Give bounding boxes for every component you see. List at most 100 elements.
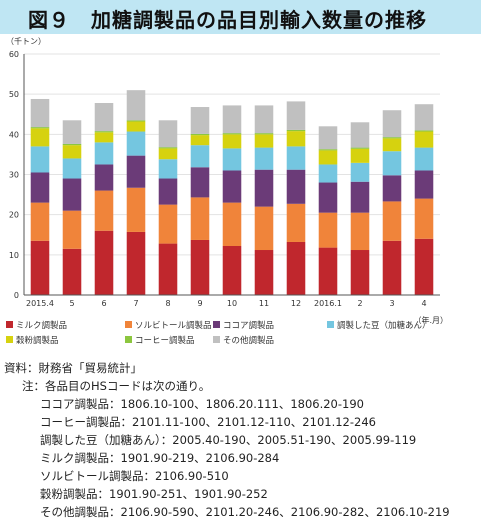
- x-tick-label: 12: [291, 299, 301, 308]
- bar-segment: [30, 127, 50, 129]
- bar-segment: [62, 120, 82, 144]
- legend-swatch: [125, 321, 132, 328]
- x-tick-label: 4: [421, 299, 426, 308]
- bar-segment: [254, 147, 274, 170]
- bar-segment: [30, 146, 50, 173]
- bar-segment: [350, 122, 370, 148]
- stacked-bar-chart: （千トン） 0 10 20 30 40 50 60 2015.4 5 6 7 8 9 10 11 12 2016…: [6, 36, 448, 346]
- bar-segment: [62, 158, 82, 179]
- bar-segment: [222, 170, 242, 203]
- bar-segment: [94, 132, 114, 143]
- bar-segment: [222, 148, 242, 171]
- bar-segment: [286, 101, 306, 130]
- x-tick-label: 8: [165, 299, 170, 308]
- bar-segment: [94, 190, 114, 231]
- bar-segment: [286, 146, 306, 170]
- bar-segment: [62, 248, 82, 295]
- bar-segment: [62, 210, 82, 249]
- note-line: コーヒー調製品：2101.11-100、2101.12-110、2101.12-…: [40, 415, 376, 429]
- bar-segment: [222, 105, 242, 134]
- bar-segment: [350, 162, 370, 182]
- bar-segment: [254, 250, 274, 295]
- bar-segment: [414, 131, 434, 148]
- bar-segment: [158, 243, 178, 295]
- bar-segment: [254, 133, 274, 135]
- y-tick-label: 60: [9, 50, 19, 59]
- x-tick-label: 5: [69, 299, 74, 308]
- bar-segment: [414, 104, 434, 131]
- bar-segment: [382, 175, 402, 202]
- bar-segment: [318, 126, 338, 150]
- bar-segment: [382, 151, 402, 176]
- legend-label: ミルク調製品: [16, 320, 67, 331]
- y-unit-label: （千トン）: [6, 36, 46, 46]
- y-tick-label: 0: [14, 291, 19, 300]
- bar-segment: [286, 241, 306, 295]
- bar-segment: [94, 142, 114, 165]
- bar-segment: [318, 212, 338, 248]
- bar-segment: [126, 155, 146, 188]
- y-tick-label: 40: [9, 130, 19, 139]
- bar-segment: [62, 145, 82, 159]
- bar-segment: [414, 238, 434, 295]
- x-tick-label: 7: [133, 299, 138, 308]
- bar-segment: [222, 134, 242, 149]
- bar-segment: [126, 121, 146, 132]
- bar-segment: [286, 169, 306, 204]
- legend-swatch: [213, 321, 220, 328]
- bar-segment: [30, 240, 50, 295]
- bar-segment: [30, 202, 50, 241]
- bar-segment: [190, 167, 210, 198]
- note-line: その他調製品：2106.90-590、2101.20-246、2106.90-2…: [40, 505, 450, 519]
- bar-segment: [382, 240, 402, 295]
- x-tick-label: 3: [389, 299, 394, 308]
- bar-segment: [94, 131, 114, 133]
- legend-swatch: [6, 321, 13, 328]
- y-tick-label: 30: [9, 171, 19, 180]
- chart-title: 図９ 加糖調製品の品目別輸入数量の推移: [28, 8, 427, 32]
- legend-label: コーヒー調製品: [135, 335, 195, 346]
- legend-label: 穀粉調製品: [16, 335, 59, 346]
- legend-label: 調製した豆（加糖あん）: [337, 320, 431, 331]
- legend-swatch: [125, 336, 132, 343]
- bar-segment: [126, 231, 146, 295]
- bar-segment: [286, 203, 306, 242]
- bar-segment: [318, 149, 338, 151]
- bar-segment: [350, 147, 370, 149]
- bar-segment: [158, 148, 178, 160]
- bar-segment: [254, 206, 274, 251]
- note-line: 調製した豆（加糖あん）：2005.40-190、2005.51-190、2005…: [40, 433, 417, 447]
- note-line: ソルビトール調製品：2106.90-510: [40, 469, 229, 483]
- x-tick-label: 10: [227, 299, 237, 308]
- bar-segment: [190, 239, 210, 295]
- legend-label: その他調製品: [223, 335, 274, 346]
- bar-segment: [222, 245, 242, 295]
- bar-segment: [286, 131, 306, 147]
- bar-segment: [94, 164, 114, 191]
- bar-segment: [350, 250, 370, 295]
- bar-segment: [62, 178, 82, 211]
- note-line: ココア調製品：1806.10-100、1806.20.111、1806.20-1…: [40, 397, 364, 411]
- bar-segment: [190, 135, 210, 146]
- bar-segment: [254, 169, 274, 207]
- legend-swatch: [6, 336, 13, 343]
- x-tick-label: 6: [101, 299, 106, 308]
- bar-segment: [414, 130, 434, 132]
- bar-segment: [382, 110, 402, 138]
- bar-segment: [222, 202, 242, 246]
- bar-segment: [414, 170, 434, 199]
- bar-segment: [254, 105, 274, 134]
- bar-segment: [286, 129, 306, 132]
- bar-segment: [318, 164, 338, 183]
- note-line: 穀粉調製品：1901.90-251、1901.90-252: [40, 487, 268, 501]
- bar-segment: [350, 181, 370, 213]
- bar-segment: [158, 120, 178, 148]
- legend-swatch: [213, 336, 220, 343]
- note-line: ミルク調製品：1901.90-219、2106.90-284: [40, 451, 280, 465]
- bar-segment: [382, 137, 402, 139]
- x-axis-label: （年.月）: [413, 315, 448, 325]
- bar-segment: [62, 143, 82, 146]
- x-tick-label: 11: [259, 299, 269, 308]
- bar-segment: [414, 198, 434, 239]
- bar-segment: [382, 201, 402, 241]
